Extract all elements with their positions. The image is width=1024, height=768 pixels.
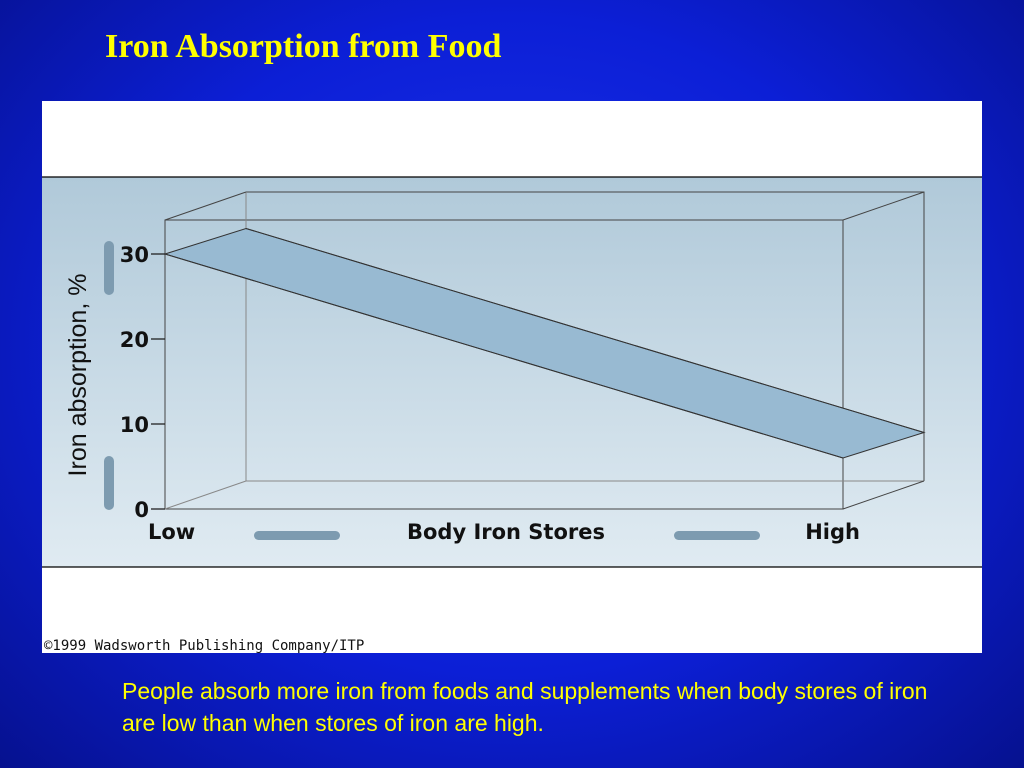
box-depth-edge [164,191,247,221]
slide-caption: People absorb more iron from foods and s… [122,678,928,736]
copyright-credit: ©1999 Wadsworth Publishing Company/ITP [44,638,364,653]
y-axis-down-arrow [104,456,114,510]
x-tick-label-low: Low [148,520,195,544]
band-lower-edge [164,253,844,459]
box-depth-edge [164,480,247,510]
y-axis-up-arrow [104,241,114,295]
plot-background [42,177,982,567]
chart-svg: 0 10 20 30 Iron absorption, % Low Body Iron… [42,176,982,653]
x-axis-label: Body Iron Stores [407,520,605,544]
y-axis: 0 10 20 30 [120,243,165,522]
y-tick-label-20: 20 [120,328,149,352]
box-depth-edge [842,191,925,221]
chart-figure: 0 10 20 30 Iron absorption, % Low Body Iron… [42,101,982,653]
x-axis-right-arrow [674,531,760,540]
y-axis-label: Iron absorption, % [64,274,92,477]
y-tick-label-10: 10 [120,413,149,437]
x-tick-label-high: High [805,520,860,544]
box-depth-edge [842,480,925,510]
band-upper-edge [245,228,925,433]
y-tick-label-30: 30 [120,243,149,267]
band-layer [163,227,926,459]
x-axis-left-arrow [254,531,340,540]
box-wireframe [164,191,925,510]
y-tick-label-0: 0 [134,498,149,522]
slide-title: Iron Absorption from Food [105,28,502,65]
